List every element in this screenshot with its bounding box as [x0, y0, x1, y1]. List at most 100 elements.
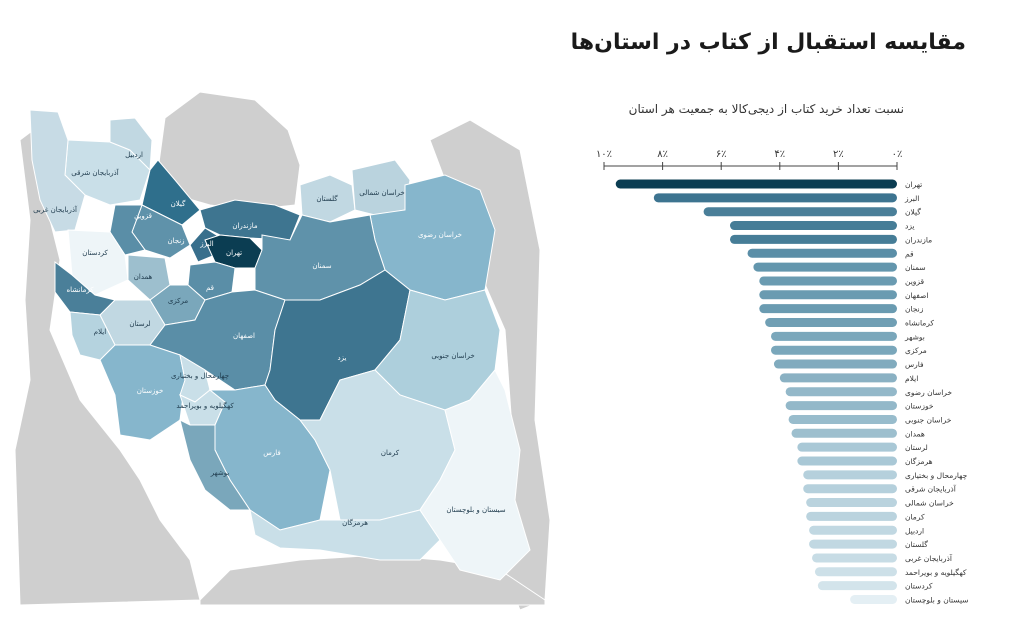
category-label: کهگیلویه و بویراحمد	[905, 568, 967, 577]
bar	[797, 456, 897, 466]
bar	[729, 234, 897, 244]
bar	[817, 581, 897, 591]
map-region-label: اردبیل	[125, 151, 143, 159]
bar	[653, 193, 897, 203]
bar	[814, 567, 897, 577]
bar	[753, 262, 897, 272]
bar	[806, 498, 897, 508]
map-region-label: یزد	[338, 354, 347, 362]
category-label: گیلان	[905, 208, 921, 217]
category-label: هرمزگان	[905, 457, 933, 466]
x-tick-label: ۸٪	[657, 149, 668, 160]
map-region-label: لرستان	[129, 320, 150, 328]
map-region	[179, 419, 251, 511]
bar	[703, 207, 897, 217]
bar	[759, 304, 897, 314]
category-label: قم	[905, 249, 914, 258]
category-label: خراسان جنوبی	[905, 415, 952, 424]
map-region-label: گیلان	[171, 199, 186, 208]
map-region-label: چهارمحال و بختیاری	[171, 372, 229, 380]
bar	[791, 428, 897, 438]
map-region-label: همدان	[134, 273, 153, 281]
page-title: مقایسه استقبال از کتاب در استان‌ها	[570, 30, 966, 55]
category-label: قزوین	[905, 277, 925, 286]
category-label: کردستان	[905, 582, 933, 591]
bar	[729, 221, 897, 231]
map-region-label: خراسان شمالی	[359, 189, 405, 197]
category-label: سیستان و بلوچستان	[905, 596, 969, 605]
map-region-label: ایلام	[94, 328, 106, 336]
bar	[771, 345, 897, 355]
map-region-label: کهگیلویه و بویراحمد	[176, 401, 234, 410]
bar	[803, 484, 897, 494]
province-map: آذربایجان شرقی آذربایجان غربی اردبیل گیلان ز…	[14, 91, 551, 611]
map-region-label: آذربایجان شرقی	[71, 168, 119, 177]
map-region-label: مازندران	[232, 222, 258, 230]
bar	[806, 511, 897, 521]
bar	[850, 595, 897, 604]
x-tick-label: ۰٪	[892, 149, 903, 160]
map-region-label: تهران	[226, 249, 242, 257]
category-label: خوزستان	[905, 402, 934, 411]
map-region-label: کرمان	[381, 449, 400, 457]
x-tick-label: ۲٪	[833, 149, 844, 160]
category-label: چهارمحال و بختیاری	[905, 471, 968, 480]
bar	[773, 359, 897, 369]
map-region-label: فارس	[263, 449, 280, 457]
category-label: تهران	[905, 180, 922, 189]
category-label: لرستان	[905, 443, 928, 452]
bar	[759, 290, 897, 300]
bar	[809, 525, 897, 535]
map-region-label: خراسان رضوی	[418, 231, 462, 239]
category-label: خراسان رضوی	[905, 388, 952, 397]
map-region-label: کردستان	[82, 249, 108, 257]
category-label: مرکزی	[905, 346, 927, 355]
bar	[803, 470, 897, 480]
map-region-label: هرمزگان	[342, 518, 368, 527]
category-label: ایلام	[905, 374, 918, 383]
chart-subtitle: نسبت تعداد خرید کتاب از دیجی‌کالا به جمع…	[628, 102, 904, 116]
category-label: مازندران	[905, 235, 932, 244]
category-label: کرمان	[905, 512, 925, 521]
category-label: سمنان	[905, 263, 926, 272]
map-region-label: کرمانشاه	[66, 286, 94, 294]
map-region	[29, 109, 86, 233]
x-tick-label: ۶٪	[716, 149, 727, 160]
bar	[797, 442, 897, 452]
map-region-label: زنجان	[167, 237, 184, 245]
x-tick-label: ۱۰٪	[596, 149, 612, 160]
map-region-label: قم	[206, 284, 214, 292]
bar	[771, 331, 897, 341]
bar	[785, 387, 897, 397]
bar	[765, 318, 897, 327]
category-label: همدان	[905, 429, 925, 438]
map-region-label: خراسان جنوبی	[431, 352, 474, 360]
map-region-label: گلستان	[316, 194, 338, 203]
map-region-label: آذربایجان غربی	[33, 205, 78, 214]
category-label: زنجان	[905, 305, 924, 314]
bar	[779, 373, 897, 383]
map-region-label: سمنان	[312, 262, 331, 270]
map-region-label: اصفهان	[233, 332, 255, 340]
bar	[788, 414, 897, 424]
map-region-label: خوزستان	[137, 387, 164, 395]
category-label: کرمانشاه	[905, 319, 934, 328]
category-label: خراسان شمالی	[905, 499, 954, 508]
map-region-label: سیستان و بلوچستان	[446, 506, 505, 514]
category-label: بوشهر	[904, 332, 925, 341]
map-region-label: بوشهر	[210, 469, 230, 477]
category-label: گلستان	[905, 540, 928, 549]
bar	[785, 401, 897, 411]
bar	[809, 539, 897, 549]
category-label: فارس	[905, 360, 924, 369]
category-label: آذربایجان غربی	[905, 553, 953, 563]
map-region-label: البرز	[199, 240, 213, 248]
map-region-label: مرکزی	[168, 297, 189, 305]
category-label: یزد	[905, 222, 915, 231]
bar	[759, 276, 897, 286]
map-region	[99, 344, 186, 441]
bar	[812, 553, 897, 563]
bar	[747, 248, 897, 258]
map-region-label: قزوین	[134, 212, 152, 220]
